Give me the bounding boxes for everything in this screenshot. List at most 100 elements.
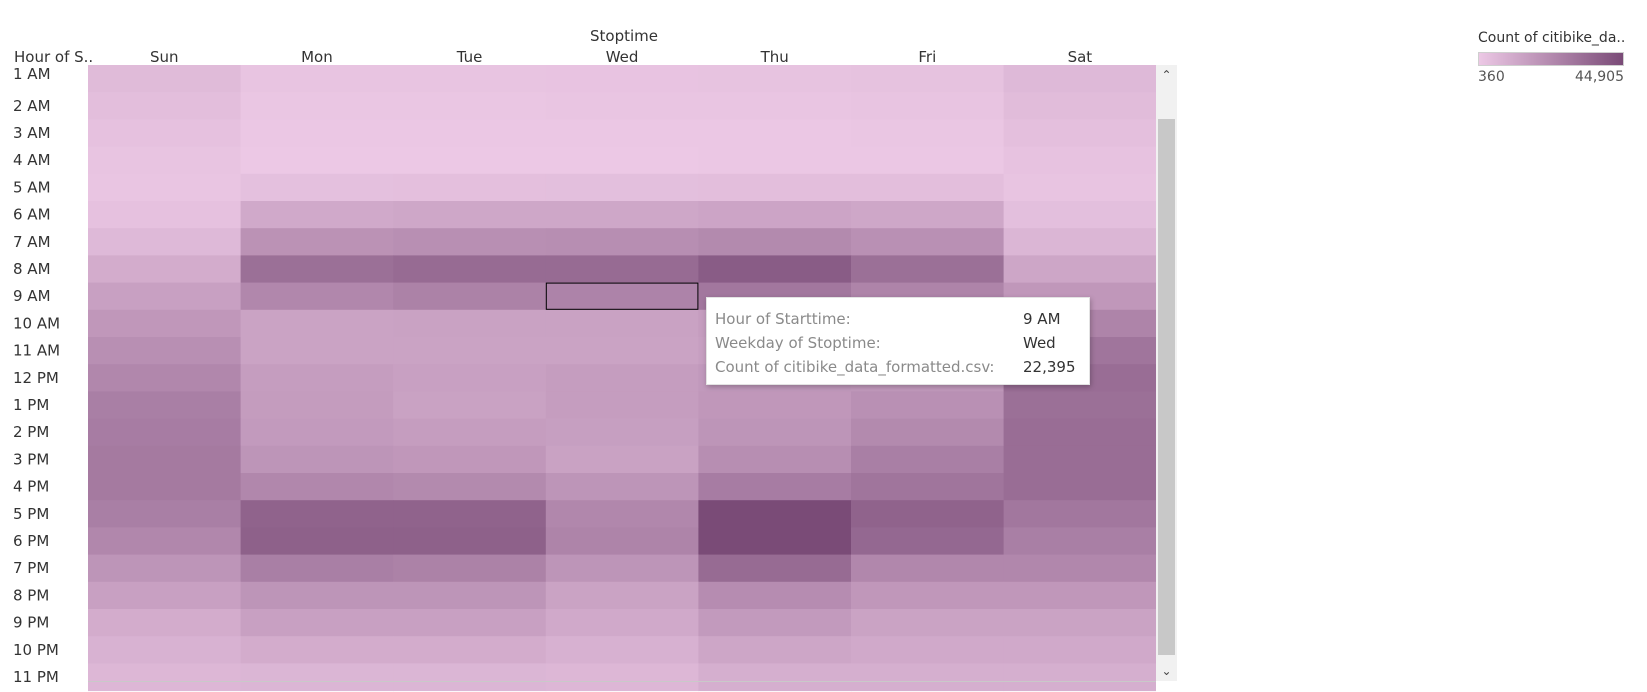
heatmap-cell[interactable]	[393, 282, 547, 311]
heatmap-cell[interactable]	[698, 418, 852, 447]
heatmap-cell[interactable]	[1003, 173, 1156, 202]
heatmap-cell[interactable]	[545, 554, 699, 583]
heatmap-cell[interactable]	[1003, 473, 1156, 501]
heatmap-cell[interactable]	[851, 173, 1005, 202]
heatmap-cell[interactable]	[240, 445, 394, 474]
heatmap-cell[interactable]	[240, 65, 394, 93]
heatmap-cell[interactable]	[851, 473, 1005, 501]
heatmap-cell[interactable]	[240, 391, 394, 420]
heatmap-cell[interactable]	[393, 663, 547, 692]
heatmap-cell[interactable]	[545, 92, 699, 120]
heatmap-cell[interactable]	[851, 201, 1005, 229]
heatmap-cell[interactable]	[698, 636, 852, 664]
heatmap-cell[interactable]	[851, 146, 1005, 175]
heatmap-cell[interactable]	[240, 255, 394, 284]
heatmap-cell[interactable]	[545, 636, 699, 664]
heatmap-cell[interactable]	[545, 527, 699, 556]
heatmap-cell[interactable]	[698, 119, 852, 148]
heatmap-cell[interactable]	[1003, 663, 1156, 692]
heatmap-cell[interactable]	[88, 282, 242, 311]
heatmap-cell[interactable]	[545, 309, 699, 338]
heatmap-cell[interactable]	[88, 255, 242, 284]
heatmap-cell[interactable]	[88, 146, 242, 175]
heatmap-cell[interactable]	[545, 255, 699, 284]
heatmap-cell[interactable]	[851, 65, 1005, 93]
heatmap-cell[interactable]	[1003, 636, 1156, 664]
heatmap-cell[interactable]	[1003, 391, 1156, 420]
heatmap-cell[interactable]	[88, 119, 242, 148]
heatmap-cell[interactable]	[698, 146, 852, 175]
heatmap-cell[interactable]	[851, 418, 1005, 447]
heatmap-cell[interactable]	[240, 173, 394, 202]
heatmap-cell[interactable]	[240, 527, 394, 556]
heatmap-cell[interactable]	[698, 173, 852, 202]
heatmap-cell[interactable]	[240, 201, 394, 229]
heatmap-cell[interactable]	[545, 473, 699, 501]
heatmap-cell[interactable]	[88, 65, 242, 93]
heatmap-cell[interactable]	[851, 228, 1005, 256]
heatmap-cell[interactable]	[240, 609, 394, 637]
heatmap-cell[interactable]	[698, 228, 852, 256]
heatmap-cell[interactable]	[1003, 119, 1156, 148]
heatmap-cell[interactable]	[240, 309, 394, 338]
heatmap-cell[interactable]	[545, 201, 699, 229]
heatmap-cell[interactable]	[1003, 500, 1156, 528]
heatmap-cell[interactable]	[393, 173, 547, 202]
heatmap-cell[interactable]	[1003, 201, 1156, 229]
heatmap-cell[interactable]	[240, 119, 394, 148]
heatmap-cell[interactable]	[545, 609, 699, 637]
vertical-scrollbar[interactable]: ⌃ ⌄	[1156, 65, 1177, 681]
heatmap-cell[interactable]	[393, 92, 547, 120]
heatmap-cell[interactable]	[88, 391, 242, 420]
heatmap-cell[interactable]	[240, 663, 394, 692]
heatmap-cell[interactable]	[88, 473, 242, 501]
heatmap-cell[interactable]	[88, 527, 242, 556]
heatmap-cell[interactable]	[240, 581, 394, 610]
heatmap-cell[interactable]	[240, 636, 394, 664]
heatmap-cell[interactable]	[1003, 228, 1156, 256]
heatmap-cell[interactable]	[851, 581, 1005, 610]
heatmap-cell[interactable]	[240, 92, 394, 120]
heatmap-cell[interactable]	[851, 554, 1005, 583]
heatmap-cell[interactable]	[393, 527, 547, 556]
heatmap-cell[interactable]	[393, 445, 547, 474]
heatmap-cell[interactable]	[240, 554, 394, 583]
heatmap-cell[interactable]	[88, 663, 242, 692]
heatmap-cell[interactable]	[393, 636, 547, 664]
heatmap-cell[interactable]	[393, 364, 547, 392]
heatmap-cell[interactable]	[88, 228, 242, 256]
heatmap-cell[interactable]	[545, 445, 699, 474]
heatmap-cell[interactable]	[393, 119, 547, 148]
scrollbar-thumb[interactable]	[1158, 119, 1175, 655]
heatmap-cell[interactable]	[545, 146, 699, 175]
heatmap-cell[interactable]	[393, 228, 547, 256]
chevron-up-icon[interactable]: ⌃	[1161, 68, 1172, 82]
heatmap-cell[interactable]	[88, 309, 242, 338]
heatmap-cell[interactable]	[851, 119, 1005, 148]
heatmap-cell[interactable]	[88, 173, 242, 202]
heatmap-cell[interactable]	[393, 255, 547, 284]
heatmap-cell[interactable]	[698, 554, 852, 583]
chevron-down-icon[interactable]: ⌄	[1161, 664, 1172, 678]
heatmap-cell[interactable]	[1003, 92, 1156, 120]
heatmap-cell[interactable]	[393, 146, 547, 175]
heatmap-cell[interactable]	[698, 609, 852, 637]
heatmap-cell[interactable]	[88, 364, 242, 392]
heatmap-cell[interactable]	[393, 554, 547, 583]
heatmap-cell[interactable]	[851, 636, 1005, 664]
heatmap-cell[interactable]	[1003, 445, 1156, 474]
heatmap-cell[interactable]	[393, 391, 547, 420]
heatmap-cell[interactable]	[698, 500, 852, 528]
heatmap-cell[interactable]	[88, 581, 242, 610]
heatmap-cell[interactable]	[545, 418, 699, 447]
heatmap-cell[interactable]	[851, 609, 1005, 637]
heatmap-cell[interactable]	[545, 663, 699, 692]
heatmap-cell[interactable]	[1003, 609, 1156, 637]
heatmap-cell[interactable]	[393, 500, 547, 528]
heatmap-cell[interactable]	[1003, 255, 1156, 284]
heatmap-cell[interactable]	[1003, 146, 1156, 175]
heatmap-cell[interactable]	[393, 609, 547, 637]
heatmap-cell[interactable]	[88, 337, 242, 365]
heatmap-cell[interactable]	[88, 554, 242, 583]
heatmap-cell[interactable]	[240, 282, 394, 311]
